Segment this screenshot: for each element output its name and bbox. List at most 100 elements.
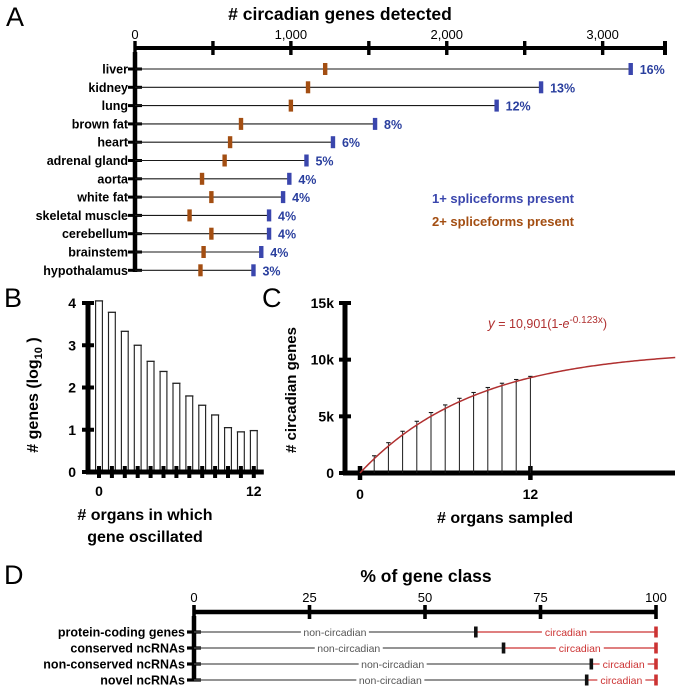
panel-a-organ-label: liver: [102, 63, 128, 77]
panel-b-bar: [185, 395, 194, 472]
panel-a-chart: # circadian genes detected 0 1,000 2,000 3,0…: [36, 4, 667, 279]
panel-a-organ-label: hypothalamus: [43, 264, 128, 278]
panel-a-marker-two-plus: [288, 99, 294, 112]
panel-d-circadian-label: circadian: [600, 675, 642, 687]
panel-a-axis-tick-label: 1,000: [275, 27, 308, 42]
panel-b-bar: [211, 414, 220, 472]
panel-a-percent-label: 4%: [292, 191, 310, 205]
panel-d-title: % of gene class: [360, 566, 492, 586]
panel-d-end-marker: [654, 626, 658, 638]
panel-d-end-marker: [654, 642, 658, 654]
panel-b-x-axis-label-line1: # organs in which: [77, 507, 212, 524]
panel-d-noncircadian-label: non-circadian: [303, 627, 366, 639]
panel-d-row: protein-coding genes non-circadian circadi…: [58, 626, 658, 640]
panel-d-circadian-label: circadian: [603, 659, 645, 671]
panel-d-row: novel ncRNAs non-circadian circadian: [100, 674, 658, 688]
panel-c-y-tick-label: 5k: [318, 408, 334, 424]
panel-b-x-tick-label: 12: [246, 483, 262, 499]
panel-d-circadian-label: circadian: [545, 627, 587, 639]
panel-a-row: skeletal muscle 4%: [36, 209, 297, 224]
panel-a-marker-one-plus: [538, 81, 544, 94]
panel-d-letter: D: [4, 560, 24, 590]
panel-a-marker-one-plus: [266, 227, 272, 240]
panel-b-bar: [172, 382, 181, 472]
panel-a-marker-two-plus: [209, 191, 214, 204]
panel-a-percent-label: 4%: [278, 228, 296, 242]
panel-a-axis-tick-label: 2,000: [430, 27, 463, 42]
panel-a-marker-two-plus: [305, 81, 311, 94]
panel-d-axis-tick-label: 25: [302, 590, 316, 605]
panel-b-bar: [236, 431, 245, 472]
panel-a-row: lung 12%: [102, 99, 531, 114]
panel-a-percent-label: 8%: [384, 118, 402, 132]
panel-a-percent-label: 3%: [262, 264, 280, 278]
panel-d-split-marker: [501, 642, 506, 654]
panel-a-marker-one-plus: [628, 63, 633, 75]
panel-a-marker-two-plus: [222, 154, 227, 167]
panel-a-row: hypothalamus 3%: [43, 264, 280, 279]
panel-a-organ-label: brown fat: [72, 117, 129, 131]
panel-b-bar: [133, 344, 142, 472]
panel-b-bar: [198, 404, 207, 472]
panel-b-bar: [94, 300, 104, 472]
panel-c-equation: y = 10,901(1-e-0.123x): [487, 315, 607, 331]
panel-d-row: conserved ncRNAs non-circadian circadian: [70, 642, 658, 656]
panel-b-y-axis-label-main: # genes (log: [25, 359, 42, 452]
panel-b-bar: [146, 360, 155, 472]
panel-b-y-tick-label: 3: [68, 337, 76, 353]
panel-a-percent-label: 4%: [298, 173, 316, 187]
panel-c-y-axis-label: # circadian genes: [283, 327, 300, 453]
panel-d-split-marker: [584, 674, 589, 686]
panel-a-percent-label: 5%: [315, 155, 333, 169]
panel-d-chart: % of gene class 0 25 50 75 100 protein-coding …: [43, 566, 667, 688]
panel-b-y-tick-label: 0: [68, 464, 76, 480]
panel-b-y-tick-label: 4: [68, 295, 76, 311]
panel-d-noncircadian-label: non-circadian: [361, 659, 424, 671]
panel-a-marker-two-plus: [209, 227, 214, 240]
panel-a-axis-tick-label: 3,000: [586, 27, 619, 42]
panel-a-row: adrenal gland 5%: [47, 154, 334, 169]
panel-a-organ-label: kidney: [88, 81, 128, 95]
panel-a-marker-one-plus: [280, 191, 286, 204]
svg-text:# genes (log10 ): # genes (log10 ): [25, 337, 45, 452]
panel-b-bar: [159, 370, 168, 472]
panel-a-row: heart 6%: [97, 136, 360, 151]
panel-c-chart: 0 5k 10k 15k 0 12 y = 10,901(1-e-0.123x) # circ…: [283, 295, 676, 527]
panel-a-marker-one-plus: [372, 117, 378, 130]
panel-a-legend-two-plus: 2+ spliceforms present: [432, 214, 575, 229]
panel-d-row-label: novel ncRNAs: [100, 674, 185, 688]
panel-d-split-marker: [474, 626, 478, 638]
panel-b-bar: [120, 330, 129, 472]
panel-b-bar: [249, 429, 258, 472]
panel-d-circadian-label: circadian: [559, 643, 601, 655]
panel-c-fit-curve: [359, 356, 676, 474]
panel-a-organ-label: adrenal gland: [47, 154, 128, 168]
panel-d-row: non-conserved ncRNAs non-circadian circadi…: [43, 658, 658, 672]
panel-a-row: kidney 13%: [88, 81, 575, 96]
panel-a-marker-two-plus: [198, 264, 203, 277]
panel-c-y-tick-label: 0: [326, 465, 334, 481]
panel-a-percent-label: 13%: [550, 81, 575, 95]
panel-d-end-marker: [654, 658, 658, 670]
panel-a-organ-label: aorta: [97, 172, 129, 186]
panel-a-axis-tick-label: 0: [131, 27, 138, 42]
panel-a-percent-label: 4%: [278, 209, 296, 223]
panel-d-axis-tick-label: 0: [190, 590, 197, 605]
panel-b-bar: [107, 311, 116, 472]
panel-b-letter: B: [4, 283, 23, 313]
panel-a-legend-one-plus: 1+ spliceforms present: [432, 191, 575, 206]
panel-a-row: brown fat 8%: [72, 117, 402, 132]
panel-c-y-tick-label: 10k: [311, 352, 335, 368]
panel-d-noncircadian-label: non-circadian: [317, 643, 380, 655]
panel-a-percent-label: 12%: [506, 100, 531, 114]
panel-c-y-tick-label: 15k: [311, 295, 335, 311]
panel-a-organ-label: lung: [102, 99, 128, 113]
panel-a-marker-one-plus: [251, 264, 256, 277]
panel-d-axis-tick-label: 50: [418, 590, 432, 605]
panel-d-row-label: conserved ncRNAs: [70, 642, 185, 656]
panel-a-organ-label: skeletal muscle: [36, 209, 128, 223]
panel-c-x-tick-label: 12: [523, 486, 539, 502]
panel-c-x-tick-label: 0: [356, 486, 364, 502]
